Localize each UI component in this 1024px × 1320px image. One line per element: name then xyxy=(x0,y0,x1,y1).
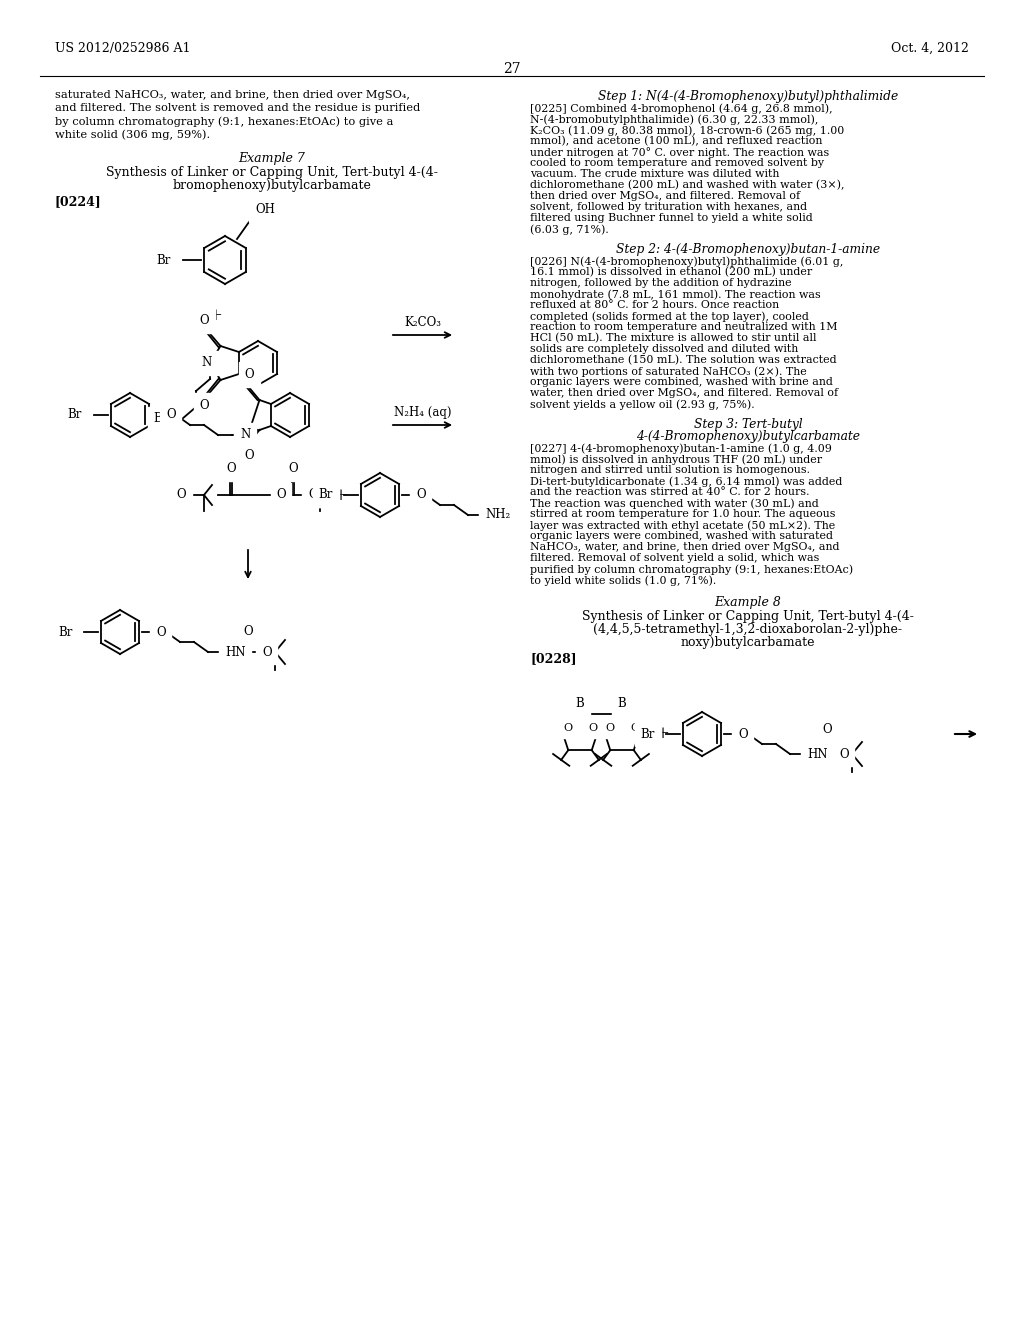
Text: and the reaction was stirred at 40° C. for 2 hours.: and the reaction was stirred at 40° C. f… xyxy=(530,487,810,498)
Text: B: B xyxy=(575,697,585,710)
Text: Synthesis of Linker or Capping Unit, Tert-butyl 4-(4-: Synthesis of Linker or Capping Unit, Ter… xyxy=(582,610,914,623)
Text: Step 3: Tert-butyl: Step 3: Tert-butyl xyxy=(693,418,803,432)
Text: 16.1 mmol) is dissolved in ethanol (200 mL) under: 16.1 mmol) is dissolved in ethanol (200 … xyxy=(530,267,812,277)
Text: monohydrate (7.8 mL, 161 mmol). The reaction was: monohydrate (7.8 mL, 161 mmol). The reac… xyxy=(530,289,821,300)
Text: O: O xyxy=(245,368,254,381)
Text: O: O xyxy=(839,747,849,760)
Text: solids are completely dissolved and diluted with: solids are completely dissolved and dilu… xyxy=(530,345,799,354)
Text: O: O xyxy=(200,399,209,412)
Text: filtered. Removal of solvent yield a solid, which was: filtered. Removal of solvent yield a sol… xyxy=(530,553,819,564)
Text: O: O xyxy=(226,462,236,475)
Text: stirred at room temperature for 1.0 hour. The aqueous: stirred at room temperature for 1.0 hour… xyxy=(530,510,836,519)
Text: 27: 27 xyxy=(503,62,521,77)
Text: +: + xyxy=(655,726,669,742)
Text: O: O xyxy=(588,723,597,733)
Text: O: O xyxy=(200,314,209,327)
Text: Step 2: 4-(4-Bromophenoxy)butan-1-amine: Step 2: 4-(4-Bromophenoxy)butan-1-amine xyxy=(616,243,880,256)
Text: [0228]: [0228] xyxy=(530,652,577,665)
Text: B: B xyxy=(617,697,627,710)
Text: water, then dried over MgSO₄, and filtered. Removal of: water, then dried over MgSO₄, and filter… xyxy=(530,388,838,399)
Text: O: O xyxy=(156,626,166,639)
Text: O: O xyxy=(738,727,748,741)
Text: to yield white solids (1.0 g, 71%).: to yield white solids (1.0 g, 71%). xyxy=(530,576,716,586)
Text: N: N xyxy=(240,429,250,441)
Text: HCl (50 mL). The mixture is allowed to stir until all: HCl (50 mL). The mixture is allowed to s… xyxy=(530,333,816,343)
Text: Br: Br xyxy=(68,408,82,421)
Text: O: O xyxy=(605,723,614,733)
Text: O: O xyxy=(822,723,831,737)
Text: filtered using Buchner funnel to yield a white solid: filtered using Buchner funnel to yield a… xyxy=(530,213,813,223)
Text: dichloromethane (150 mL). The solution was extracted: dichloromethane (150 mL). The solution w… xyxy=(530,355,837,366)
Text: Br: Br xyxy=(157,253,171,267)
Text: K₂CO₃ (11.09 g, 80.38 mmol), 18-crown-6 (265 mg, 1.00: K₂CO₃ (11.09 g, 80.38 mmol), 18-crown-6 … xyxy=(530,125,844,136)
Text: HN: HN xyxy=(225,645,246,659)
Text: N-(4-bromobutylphthalimide) (6.30 g, 22.33 mmol),: N-(4-bromobutylphthalimide) (6.30 g, 22.… xyxy=(530,114,818,124)
Text: [0224]: [0224] xyxy=(55,195,101,209)
Text: by column chromatography (9:1, hexanes:EtOAc) to give a: by column chromatography (9:1, hexanes:E… xyxy=(55,116,393,127)
Text: OH: OH xyxy=(255,203,274,216)
Text: Di-tert-butyldicarbonate (1.34 g, 6.14 mmol) was added: Di-tert-butyldicarbonate (1.34 g, 6.14 m… xyxy=(530,477,843,487)
Text: completed (solids formed at the top layer), cooled: completed (solids formed at the top laye… xyxy=(530,312,809,322)
Text: O: O xyxy=(563,723,572,733)
Text: O: O xyxy=(630,723,639,733)
Text: US 2012/0252986 A1: US 2012/0252986 A1 xyxy=(55,42,190,55)
Text: solvent, followed by trituration with hexanes, and: solvent, followed by trituration with he… xyxy=(530,202,807,213)
Text: dichloromethane (200 mL) and washed with water (3×),: dichloromethane (200 mL) and washed with… xyxy=(530,180,845,190)
Text: noxy)butylcarbamate: noxy)butylcarbamate xyxy=(681,636,815,649)
Text: mmol) is dissolved in anhydrous THF (20 mL) under: mmol) is dissolved in anhydrous THF (20 … xyxy=(530,454,822,465)
Text: Oct. 4, 2012: Oct. 4, 2012 xyxy=(891,42,969,55)
Text: nitrogen, followed by the addition of hydrazine: nitrogen, followed by the addition of hy… xyxy=(530,279,792,288)
Text: vacuum. The crude mixture was diluted with: vacuum. The crude mixture was diluted wi… xyxy=(530,169,779,180)
Text: organic layers were combined, washed with saturated: organic layers were combined, washed wit… xyxy=(530,531,833,541)
Text: O: O xyxy=(176,488,186,502)
Text: O: O xyxy=(416,488,426,502)
Text: Br: Br xyxy=(58,626,73,639)
Text: +: + xyxy=(333,487,347,503)
Text: nitrogen and stirred until solution is homogenous.: nitrogen and stirred until solution is h… xyxy=(530,465,810,475)
Text: (4,4,5,5-tetramethyl-1,3,2-dioxaborolan-2-yl)phe-: (4,4,5,5-tetramethyl-1,3,2-dioxaborolan-… xyxy=(594,623,902,636)
Text: O: O xyxy=(243,624,253,638)
Text: cooled to room temperature and removed solvent by: cooled to room temperature and removed s… xyxy=(530,158,824,168)
Text: O: O xyxy=(308,488,317,502)
Text: O: O xyxy=(276,488,286,502)
Text: Step 1: N(4-(4-Bromophenoxy)butyl)phthalimide: Step 1: N(4-(4-Bromophenoxy)butyl)phthal… xyxy=(598,90,898,103)
Text: mmol), and acetone (100 mL), and refluxed reaction: mmol), and acetone (100 mL), and refluxe… xyxy=(530,136,822,147)
Text: O: O xyxy=(262,645,271,659)
Text: +: + xyxy=(208,306,222,323)
Text: N: N xyxy=(202,356,212,370)
Text: Example 8: Example 8 xyxy=(715,597,781,609)
Text: with two portions of saturated NaHCO₃ (2×). The: with two portions of saturated NaHCO₃ (2… xyxy=(530,366,807,376)
Text: saturated NaHCO₃, water, and brine, then dried over MgSO₄,: saturated NaHCO₃, water, and brine, then… xyxy=(55,90,410,100)
Text: layer was extracted with ethyl acetate (50 mL×2). The: layer was extracted with ethyl acetate (… xyxy=(530,520,836,531)
Text: NaHCO₃, water, and brine, then dried over MgSO₄, and: NaHCO₃, water, and brine, then dried ove… xyxy=(530,543,840,552)
Text: [0225] Combined 4-bromophenol (4.64 g, 26.8 mmol),: [0225] Combined 4-bromophenol (4.64 g, 2… xyxy=(530,103,833,114)
Text: The reaction was quenched with water (30 mL) and: The reaction was quenched with water (30… xyxy=(530,498,819,508)
Text: purified by column chromatography (9:1, hexanes:EtOAc): purified by column chromatography (9:1, … xyxy=(530,564,853,574)
Text: then dried over MgSO₄, and filtered. Removal of: then dried over MgSO₄, and filtered. Rem… xyxy=(530,191,800,201)
Text: [0227] 4-(4-bromophenoxy)butan-1-amine (1.0 g, 4.09: [0227] 4-(4-bromophenoxy)butan-1-amine (… xyxy=(530,444,831,454)
Text: Br: Br xyxy=(154,412,168,425)
Text: organic layers were combined, washed with brine and: organic layers were combined, washed wit… xyxy=(530,378,833,387)
Text: O: O xyxy=(245,449,254,462)
Text: (6.03 g, 71%).: (6.03 g, 71%). xyxy=(530,224,608,235)
Text: O: O xyxy=(288,462,298,475)
Text: Synthesis of Linker or Capping Unit, Tert-butyl 4-(4-: Synthesis of Linker or Capping Unit, Ter… xyxy=(106,166,438,180)
Text: bromophenoxy)butylcarbamate: bromophenoxy)butylcarbamate xyxy=(173,180,372,191)
Text: Br: Br xyxy=(641,727,655,741)
Text: [0226] N(4-(4-bromophenoxy)butyl)phthalimide (6.01 g,: [0226] N(4-(4-bromophenoxy)butyl)phthali… xyxy=(530,256,844,267)
Text: 4-(4-Bromophenoxy)butylcarbamate: 4-(4-Bromophenoxy)butylcarbamate xyxy=(636,430,860,444)
Text: O: O xyxy=(166,408,176,421)
Text: Br: Br xyxy=(318,488,333,502)
Text: Example 7: Example 7 xyxy=(239,152,305,165)
Text: under nitrogen at 70° C. over night. The reaction was: under nitrogen at 70° C. over night. The… xyxy=(530,147,829,158)
Text: N₂H₄ (aq): N₂H₄ (aq) xyxy=(394,407,452,418)
Text: solvent yields a yellow oil (2.93 g, 75%).: solvent yields a yellow oil (2.93 g, 75%… xyxy=(530,399,755,409)
Text: and filtered. The solvent is removed and the residue is purified: and filtered. The solvent is removed and… xyxy=(55,103,420,114)
Text: NH₂: NH₂ xyxy=(485,508,510,521)
Text: refluxed at 80° C. for 2 hours. Once reaction: refluxed at 80° C. for 2 hours. Once rea… xyxy=(530,300,779,310)
Text: reaction to room temperature and neutralized with 1M: reaction to room temperature and neutral… xyxy=(530,322,838,333)
Text: white solid (306 mg, 59%).: white solid (306 mg, 59%). xyxy=(55,129,210,140)
Text: K₂CO₃: K₂CO₃ xyxy=(404,315,441,329)
Text: HN: HN xyxy=(807,747,827,760)
